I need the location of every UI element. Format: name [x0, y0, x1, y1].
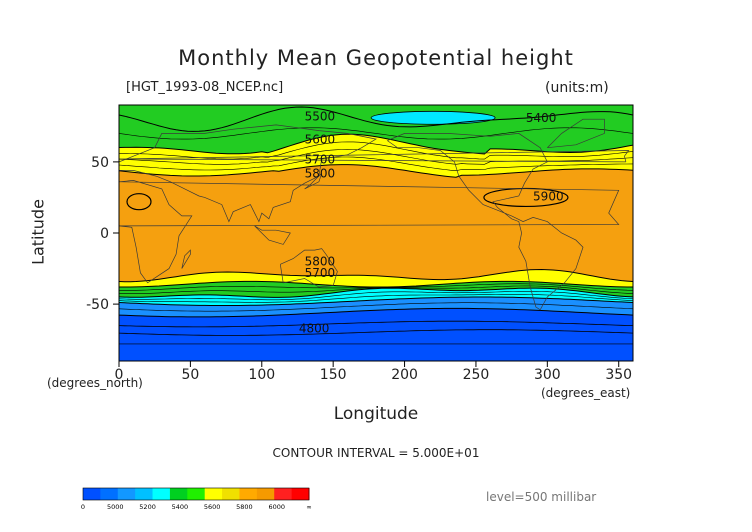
colorbar-segment: [204, 488, 223, 500]
contour-line: [119, 268, 633, 283]
low-pressure-region: [370, 110, 496, 125]
x-axis-label: Longitude: [333, 404, 419, 424]
contour-label: 5500: [305, 110, 336, 124]
x-tick-label: 350: [605, 367, 632, 383]
file-label: [HGT_1993-08_NCEP.nc]: [126, 80, 284, 95]
colorbar-segment: [274, 488, 293, 500]
contour-label: 5700: [305, 152, 336, 166]
coastline: [279, 248, 338, 288]
contour-line: [119, 164, 633, 178]
y-axis: 50 0 -50: [86, 155, 119, 313]
contour-line: [119, 287, 633, 298]
contour-label: 5800: [305, 255, 336, 269]
x-tick-label: 300: [534, 367, 561, 383]
colorbar: 0 5000 5200 5400 5600 5800 6000 ∞: [81, 487, 312, 511]
colorbar-segment: [169, 488, 188, 500]
level-label: level=500 millibar: [486, 490, 597, 504]
colorbar-segment: [83, 488, 101, 500]
y-axis-unit: (degrees_north): [47, 376, 143, 390]
y-tick-label: 0: [100, 226, 109, 242]
coastline: [254, 225, 291, 245]
colorbar-segment: [135, 488, 154, 500]
x-tick-label: 0: [115, 367, 124, 383]
color-band: [119, 288, 633, 306]
colorbar-segment: [291, 488, 310, 500]
coastline: [304, 173, 323, 190]
coastline: [181, 249, 191, 269]
contour-line: [119, 296, 633, 306]
x-tick-label: 50: [181, 367, 199, 383]
color-band: [119, 297, 633, 317]
colorbar-tick-label: 5000: [107, 503, 124, 511]
color-band: [119, 269, 633, 287]
color-band: [119, 281, 633, 298]
contour-line: [119, 302, 633, 312]
contour-label: 5700: [305, 266, 336, 280]
contour-lines: [119, 106, 633, 345]
colorbar-segment: [187, 488, 206, 500]
contour-line: [126, 193, 152, 211]
colorbar-tick-label: 6000: [268, 503, 285, 511]
colorbar-segment: [152, 488, 171, 500]
contour-line: [119, 106, 633, 132]
plot-area: [119, 105, 633, 361]
x-axis-unit: (degrees_east): [541, 386, 631, 400]
coastline: [119, 150, 630, 163]
x-axis: 0 50 100 150 200 250 300 350: [115, 361, 632, 383]
colorbar-frame: [82, 487, 310, 501]
colorbar-tick-label: 5600: [204, 503, 221, 511]
colorbar-tick-label: ∞: [306, 503, 311, 511]
contour-line: [119, 294, 633, 303]
contour-line: [119, 280, 633, 288]
contour-line: [119, 285, 633, 294]
y-tick-label: 50: [91, 155, 109, 171]
contour-line: [119, 291, 633, 301]
contour-line: [119, 320, 633, 328]
contour-label: 5400: [526, 111, 557, 125]
contour-line: [119, 307, 633, 318]
colorbar-tick-label: 5800: [236, 503, 253, 511]
colorbar-tick-label: 5400: [172, 503, 189, 511]
colorbar-segment: [222, 488, 240, 500]
contour-interval-label: CONTOUR INTERVAL = 5.000E+01: [272, 446, 480, 460]
contour-line: [119, 141, 633, 160]
units-label: (units:m): [545, 80, 609, 96]
colorbar-tick-label: 5200: [139, 503, 156, 511]
contour-line: [119, 156, 633, 172]
coastline: [387, 133, 584, 311]
contour-label: 5600: [305, 132, 336, 146]
colorbar-segment: [117, 488, 136, 500]
contour-label: 5800: [305, 167, 336, 181]
colorbar-segment: [256, 488, 275, 500]
coastline: [547, 118, 605, 149]
x-tick-label: 150: [320, 367, 347, 383]
x-tick-label: 250: [463, 367, 490, 383]
colorbar-segment: [239, 488, 258, 500]
coastlines: [119, 118, 630, 311]
contour-line: [119, 283, 633, 291]
color-band: [119, 107, 633, 154]
x-tick-label: 100: [248, 367, 275, 383]
colorbar-tick-label: 0: [81, 503, 85, 511]
contour-label: 5900: [533, 189, 564, 203]
contour-line: [119, 329, 633, 336]
x-tick-label: 200: [391, 367, 418, 383]
color-band: [119, 134, 633, 178]
y-tick-label: -50: [86, 297, 109, 313]
coastline: [119, 180, 620, 284]
coastline: [119, 124, 377, 223]
colorbar-segment: [100, 488, 119, 500]
chart-title: Monthly Mean Geopotential height: [178, 46, 574, 70]
contour-label: 4800: [299, 322, 330, 336]
contour-line: [119, 149, 633, 165]
color-band: [119, 164, 633, 282]
contour-line: [119, 127, 633, 140]
